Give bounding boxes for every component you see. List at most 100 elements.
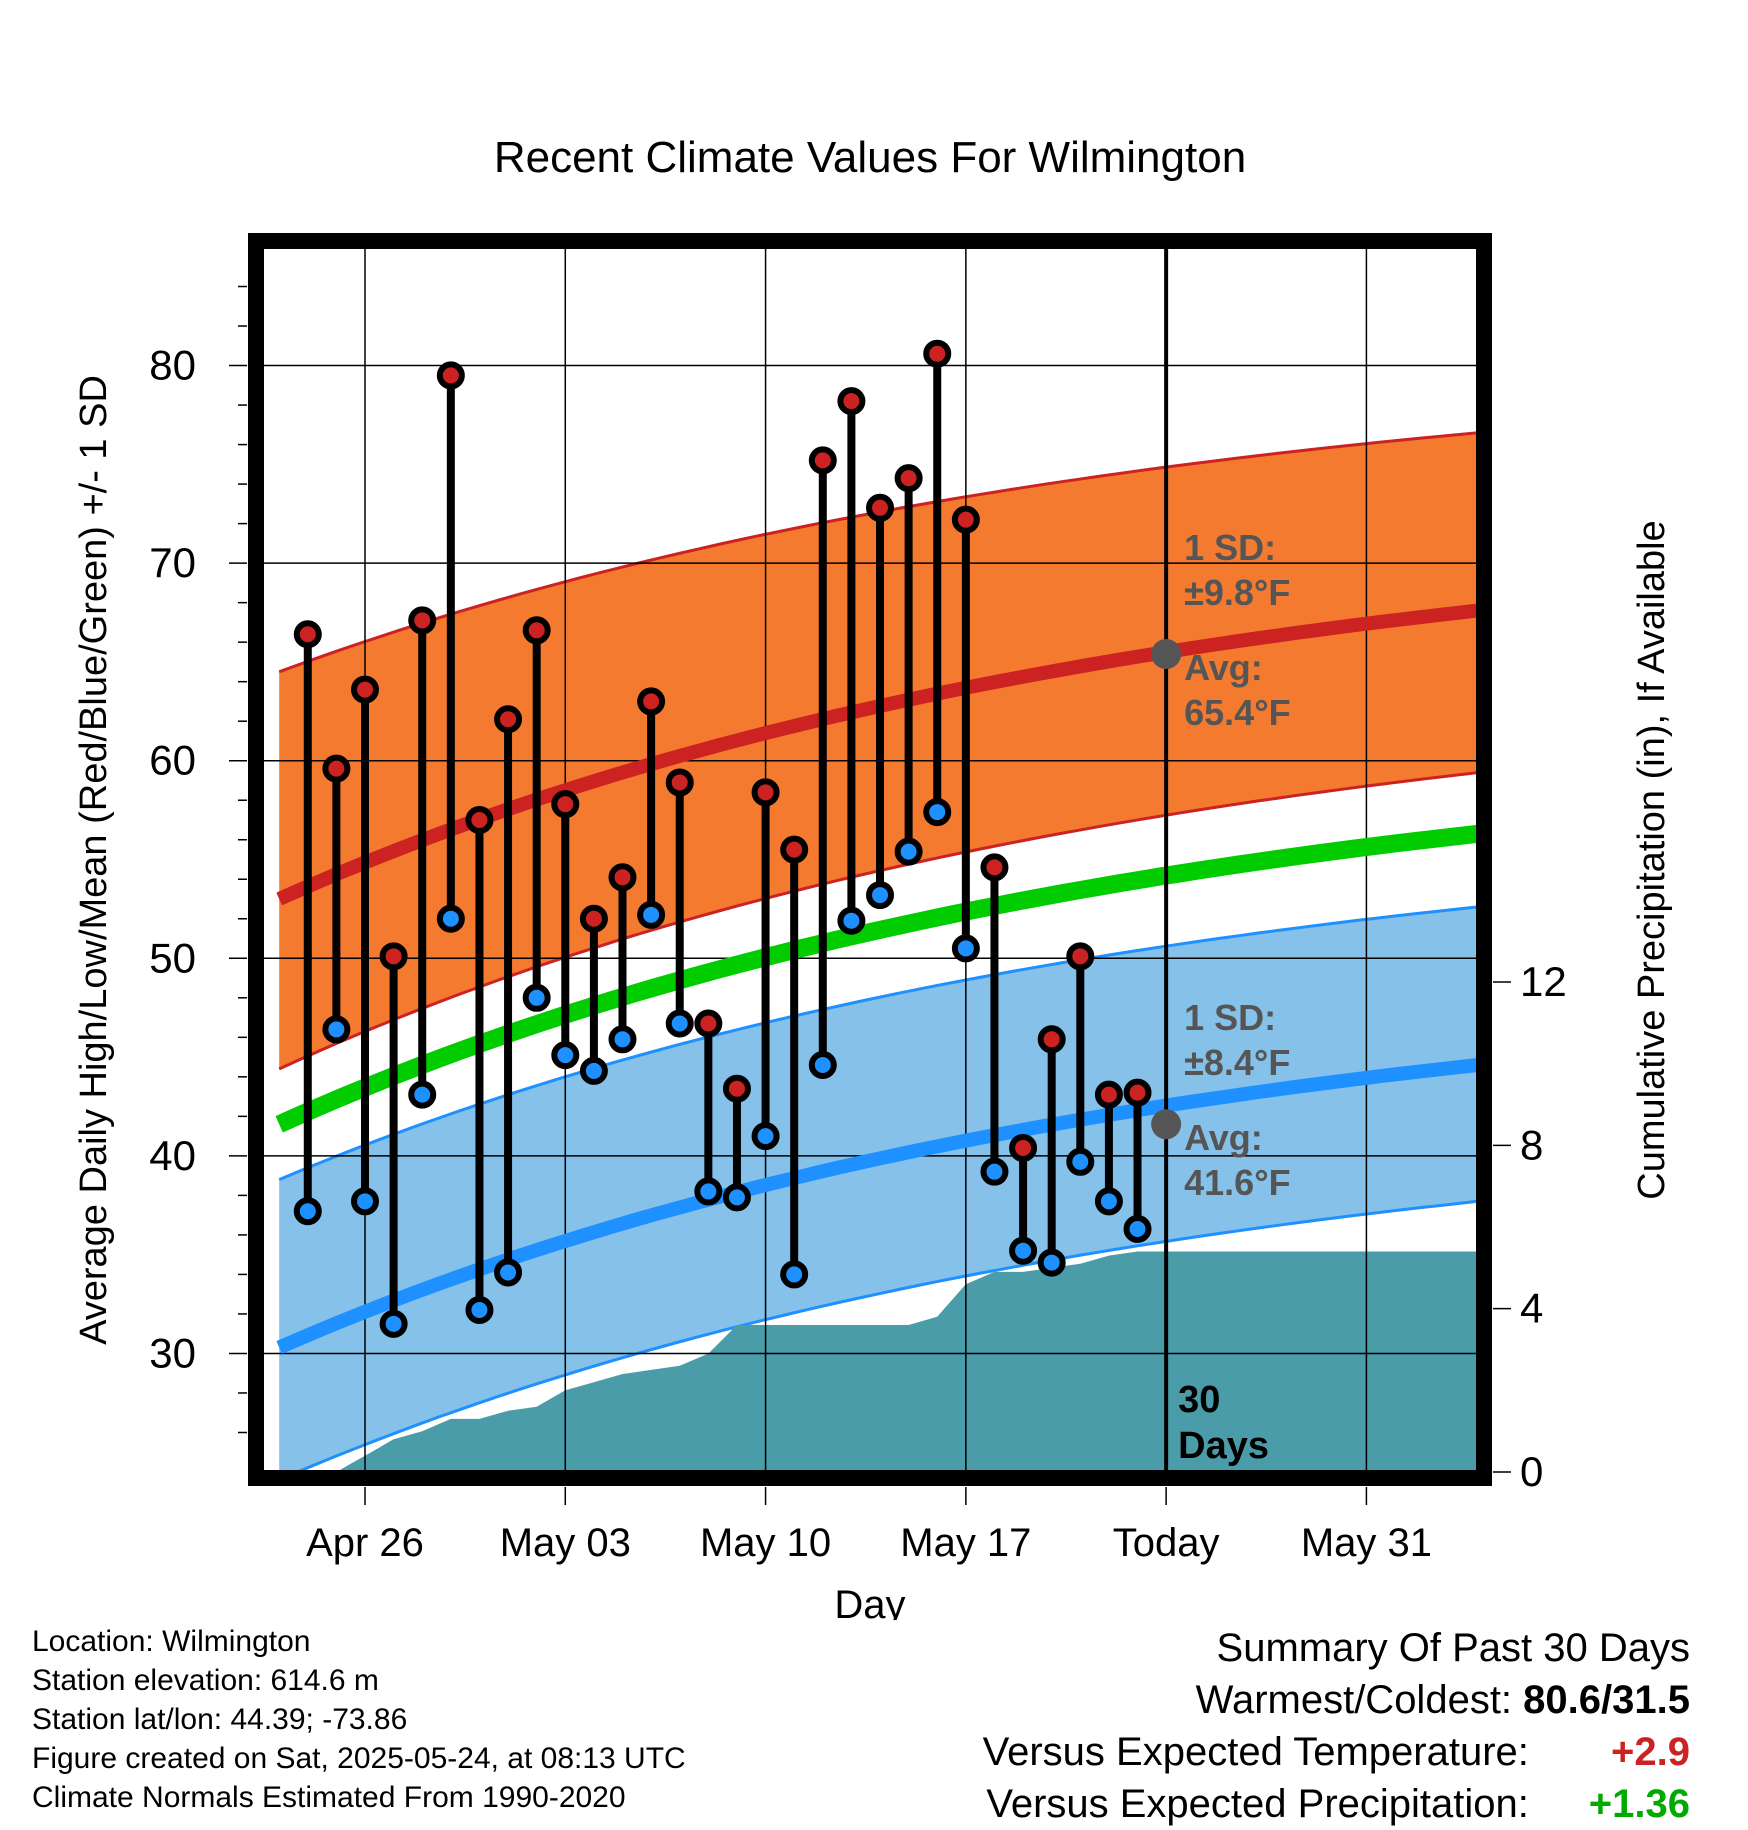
elevation-text: Station elevation: 614.6 m — [32, 1664, 379, 1697]
daily-high-point — [1094, 1080, 1123, 1109]
temp-anomaly-row: Versus Expected Temperature: +2.9 — [983, 1726, 1690, 1778]
daily-low-point — [694, 1177, 723, 1206]
daily-low-point — [808, 1050, 837, 1079]
y2-tick-label: 8 — [1520, 1121, 1543, 1168]
x-tick-label: Apr 26 — [306, 1521, 424, 1565]
daily-high-point — [980, 853, 1009, 882]
daily-low-point — [637, 900, 666, 929]
daily-high-point — [694, 1009, 723, 1038]
avg-high-today-marker — [1151, 639, 1182, 670]
daily-low-point — [436, 904, 465, 933]
station-info: Location: Wilmington Station elevation: … — [32, 1622, 686, 1817]
daily-high-point — [837, 387, 866, 416]
daily-low-point — [980, 1157, 1009, 1186]
x-tick-label: May 03 — [500, 1521, 631, 1565]
daily-low-point — [608, 1025, 637, 1054]
daily-high-point — [322, 754, 351, 783]
y-tick-label: 40 — [149, 1132, 196, 1179]
daily-low-point — [293, 1197, 322, 1226]
daily-high-point — [465, 805, 494, 834]
daily-high-point — [379, 942, 408, 971]
low-avg-label: Avg: — [1184, 1117, 1263, 1158]
daily-high-point — [1037, 1025, 1066, 1054]
daily-high-point — [951, 505, 980, 534]
axes-layer: 30 40 50 60 70 80 0 4 8 12 Apr 26 May 03 May 10 May 1… — [149, 285, 1567, 1565]
daily-low-point — [579, 1056, 608, 1085]
x-tick-label: May 31 — [1301, 1521, 1432, 1565]
precip-anomaly-value: +1.36 — [1588, 1782, 1690, 1826]
y-tick-label: 50 — [149, 934, 196, 981]
daily-low-point — [894, 837, 923, 866]
daily-high-point — [722, 1074, 751, 1103]
x-tick-label: May 10 — [700, 1521, 831, 1565]
daily-low-point — [379, 1309, 408, 1338]
y-tick-label: 70 — [149, 539, 196, 586]
daily-low-point — [408, 1080, 437, 1109]
daily-high-point — [923, 339, 952, 368]
daily-low-point — [1009, 1236, 1038, 1265]
daily-high-point — [665, 768, 694, 797]
plot-frame-layer — [248, 233, 1492, 1486]
daily-high-point — [551, 790, 580, 819]
temp-anomaly-value: +2.9 — [1611, 1730, 1690, 1774]
high-sd-label: 1 SD: — [1184, 527, 1276, 568]
daily-low-point — [665, 1009, 694, 1038]
daily-low-point — [465, 1295, 494, 1324]
x-tick-label: May 17 — [900, 1521, 1031, 1565]
high-avg-value: 65.4°F — [1184, 692, 1290, 733]
daily-values-layer — [293, 339, 1152, 1338]
high-sd-value: ±9.8°F — [1184, 572, 1290, 613]
location-text: Location: Wilmington — [32, 1625, 311, 1658]
daily-high-point — [808, 446, 837, 475]
daily-low-point — [1123, 1214, 1152, 1243]
low-band-lower-edge — [293, 1199, 1478, 1472]
low-sd-band — [279, 906, 1478, 1472]
low-avg-value: 41.6°F — [1184, 1162, 1290, 1203]
daily-high-point — [293, 620, 322, 649]
warmest-coldest-label: Warmest/Coldest: — [1195, 1678, 1513, 1722]
latlon-text: Station lat/lon: 44.39; -73.86 — [32, 1703, 408, 1736]
daily-low-point — [351, 1187, 380, 1216]
warmest-coldest-row: Warmest/Coldest: 80.6/31.5 — [983, 1674, 1690, 1726]
daily-low-point — [322, 1015, 351, 1044]
y2-tick-label: 12 — [1520, 958, 1567, 1005]
chart-title: Recent Climate Values For Wilmington — [494, 133, 1246, 182]
daily-high-point — [637, 687, 666, 716]
daily-low-point — [551, 1041, 580, 1070]
daily-high-point — [780, 835, 809, 864]
daily-low-point — [494, 1258, 523, 1287]
days-unit-label: Days — [1178, 1425, 1269, 1467]
temp-anomaly-label: Versus Expected Temperature: — [982, 1730, 1529, 1774]
y2-tick-label: 4 — [1520, 1285, 1543, 1332]
daily-low-point — [722, 1183, 751, 1212]
daily-high-point — [866, 493, 895, 522]
daily-high-point — [751, 778, 780, 807]
low-sd-label: 1 SD: — [1184, 997, 1276, 1038]
days-count-label: 30 — [1178, 1379, 1220, 1421]
y-tick-label: 30 — [149, 1329, 196, 1376]
low-sd-value: ±8.4°F — [1184, 1042, 1290, 1083]
daily-low-point — [951, 934, 980, 963]
daily-high-point — [351, 675, 380, 704]
daily-low-point — [923, 798, 952, 827]
precip-area-layer — [336, 1251, 1478, 1472]
daily-low-point — [522, 983, 551, 1012]
plot-frame — [248, 233, 1492, 1486]
daily-high-point — [608, 863, 637, 892]
daily-low-point — [1037, 1248, 1066, 1277]
daily-high-point — [894, 464, 923, 493]
daily-low-point — [780, 1260, 809, 1289]
y2-tick-label: 0 — [1520, 1448, 1543, 1495]
y-tick-label: 60 — [149, 737, 196, 784]
x-axis-label: Day — [834, 1583, 905, 1620]
daily-high-point — [522, 616, 551, 645]
daily-high-point — [408, 606, 437, 635]
y-axis-label: Average Daily High/Low/Mean (Red/Blue/Gr… — [73, 375, 115, 1345]
high-avg-label: Avg: — [1184, 647, 1263, 688]
y-tick-label: 80 — [149, 342, 196, 389]
daily-low-point — [1094, 1187, 1123, 1216]
daily-high-point — [1009, 1133, 1038, 1162]
daily-high-point — [494, 705, 523, 734]
